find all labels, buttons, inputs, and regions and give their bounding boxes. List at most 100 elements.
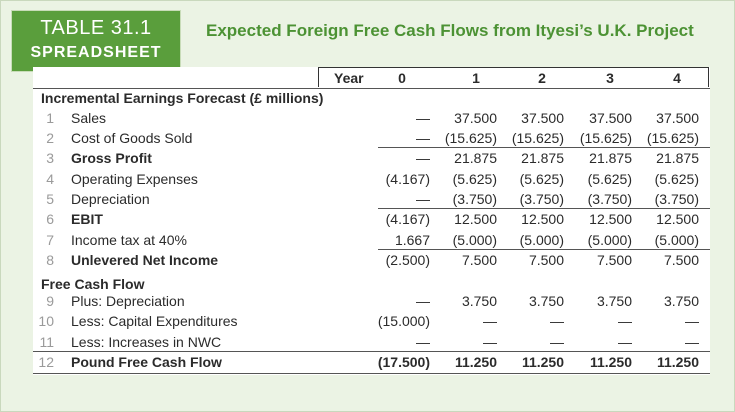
cell-value: (15.000) xyxy=(377,313,430,329)
row-number: 11 xyxy=(39,334,54,350)
row-number: 3 xyxy=(46,150,54,166)
row-label: Less: Increases in NWC xyxy=(71,334,222,350)
year-header-2: 2 xyxy=(538,70,546,86)
table-type: SPREADSHEET xyxy=(30,44,162,61)
cell-value: — xyxy=(416,293,430,309)
row-label: Sales xyxy=(71,110,107,126)
cell-value: 11.250 xyxy=(521,354,564,370)
row-label: Depreciation xyxy=(71,191,150,207)
table-title: Expected Foreign Free Cash Flows from It… xyxy=(206,21,694,40)
cell-value: 11.250 xyxy=(589,354,632,370)
section-title-fcf: Free Cash Flow xyxy=(41,276,145,292)
row-label: Plus: Depreciation xyxy=(71,293,185,309)
cell-value: — xyxy=(483,334,497,350)
cell-value: (5.000) xyxy=(587,232,632,248)
cell-value: — xyxy=(416,191,430,207)
cell-value: (5.625) xyxy=(519,171,564,187)
cell-value: 12.500 xyxy=(454,211,497,227)
cell-value: 37.500 xyxy=(454,110,497,126)
row-number: 6 xyxy=(46,211,54,227)
cell-value: (15.625) xyxy=(444,130,497,146)
row-label: Income tax at 40% xyxy=(71,232,187,248)
cell-value: (2.500) xyxy=(385,252,430,268)
subtotal-rule-fcf xyxy=(33,351,710,352)
cell-value: (5.000) xyxy=(519,232,564,248)
cell-value: (3.750) xyxy=(452,191,497,207)
row-number: 2 xyxy=(46,130,54,146)
cell-value: — xyxy=(618,313,632,329)
cell-value: 21.875 xyxy=(454,150,497,166)
header-rule xyxy=(33,88,710,89)
bottom-rule xyxy=(33,373,710,374)
cell-value: 11.250 xyxy=(656,354,699,370)
cell-value: — xyxy=(685,313,699,329)
cell-value: — xyxy=(416,334,430,350)
row-label: EBIT xyxy=(71,211,103,227)
cell-value: 7.500 xyxy=(663,252,699,268)
section-title-earnings: Incremental Earnings Forecast (£ million… xyxy=(41,90,324,106)
table-number: TABLE 31.1 xyxy=(40,17,152,39)
table-badge: TABLE 31.1 SPREADSHEET xyxy=(11,10,181,72)
cell-value: (5.625) xyxy=(587,171,632,187)
year-header-box xyxy=(318,67,709,87)
cell-value: 7.500 xyxy=(596,252,632,268)
row-number: 5 xyxy=(46,191,54,207)
cell-value: — xyxy=(416,110,430,126)
cell-value: (5.000) xyxy=(452,232,497,248)
table-panel xyxy=(33,67,710,375)
cell-value: (3.750) xyxy=(519,191,564,207)
cell-value: (5.000) xyxy=(654,232,699,248)
cell-value: (17.500) xyxy=(377,354,430,370)
row-label: Unlevered Net Income xyxy=(71,252,219,268)
subtotal-rule-net-income xyxy=(378,249,710,250)
cell-value: 7.500 xyxy=(461,252,497,268)
cell-value: 21.875 xyxy=(589,150,632,166)
cell-value: 3.750 xyxy=(461,293,497,309)
year-header-1: 1 xyxy=(472,70,480,86)
row-number: 9 xyxy=(46,293,54,309)
cell-value: (4.167) xyxy=(385,211,430,227)
cell-value: (3.750) xyxy=(587,191,632,207)
row-label: Operating Expenses xyxy=(71,171,198,187)
cell-value: 12.500 xyxy=(656,211,699,227)
cell-value: 21.875 xyxy=(521,150,564,166)
cell-value: — xyxy=(550,313,564,329)
cell-value: — xyxy=(416,130,430,146)
row-number: 4 xyxy=(46,171,54,187)
cell-value: — xyxy=(618,334,632,350)
cell-value: (4.167) xyxy=(385,171,430,187)
cell-value: 7.500 xyxy=(528,252,564,268)
row-label: Gross Profit xyxy=(71,150,152,166)
cell-value: 12.500 xyxy=(521,211,564,227)
subtotal-rule-ebit xyxy=(378,208,710,209)
row-number: 7 xyxy=(46,232,54,248)
cell-value: — xyxy=(550,334,564,350)
cell-value: 1.667 xyxy=(394,232,430,248)
cell-value: (3.750) xyxy=(654,191,699,207)
cell-value: 37.500 xyxy=(521,110,564,126)
cell-value: 12.500 xyxy=(589,211,632,227)
row-label: Pound Free Cash Flow xyxy=(71,354,222,370)
cell-value: — xyxy=(483,313,497,329)
cell-value: 3.750 xyxy=(596,293,632,309)
year-header-label: Year xyxy=(334,70,364,86)
year-header-0: 0 xyxy=(398,70,406,86)
cell-value: (5.625) xyxy=(452,171,497,187)
cell-value: — xyxy=(416,150,430,166)
row-number: 1 xyxy=(46,110,54,126)
subtotal-rule-gross-profit xyxy=(378,147,710,148)
cell-value: (15.625) xyxy=(579,130,632,146)
cell-value: 11.250 xyxy=(454,354,497,370)
cell-value: (15.625) xyxy=(646,130,699,146)
year-header-4: 4 xyxy=(673,70,681,86)
cell-value: 3.750 xyxy=(528,293,564,309)
cell-value: (5.625) xyxy=(654,171,699,187)
cell-value: 37.500 xyxy=(589,110,632,126)
cell-value: — xyxy=(685,334,699,350)
row-number: 12 xyxy=(38,354,54,370)
cell-value: (15.625) xyxy=(511,130,564,146)
cell-value: 21.875 xyxy=(656,150,699,166)
cell-value: 3.750 xyxy=(663,293,699,309)
year-header-3: 3 xyxy=(606,70,614,86)
row-number: 10 xyxy=(38,313,54,329)
